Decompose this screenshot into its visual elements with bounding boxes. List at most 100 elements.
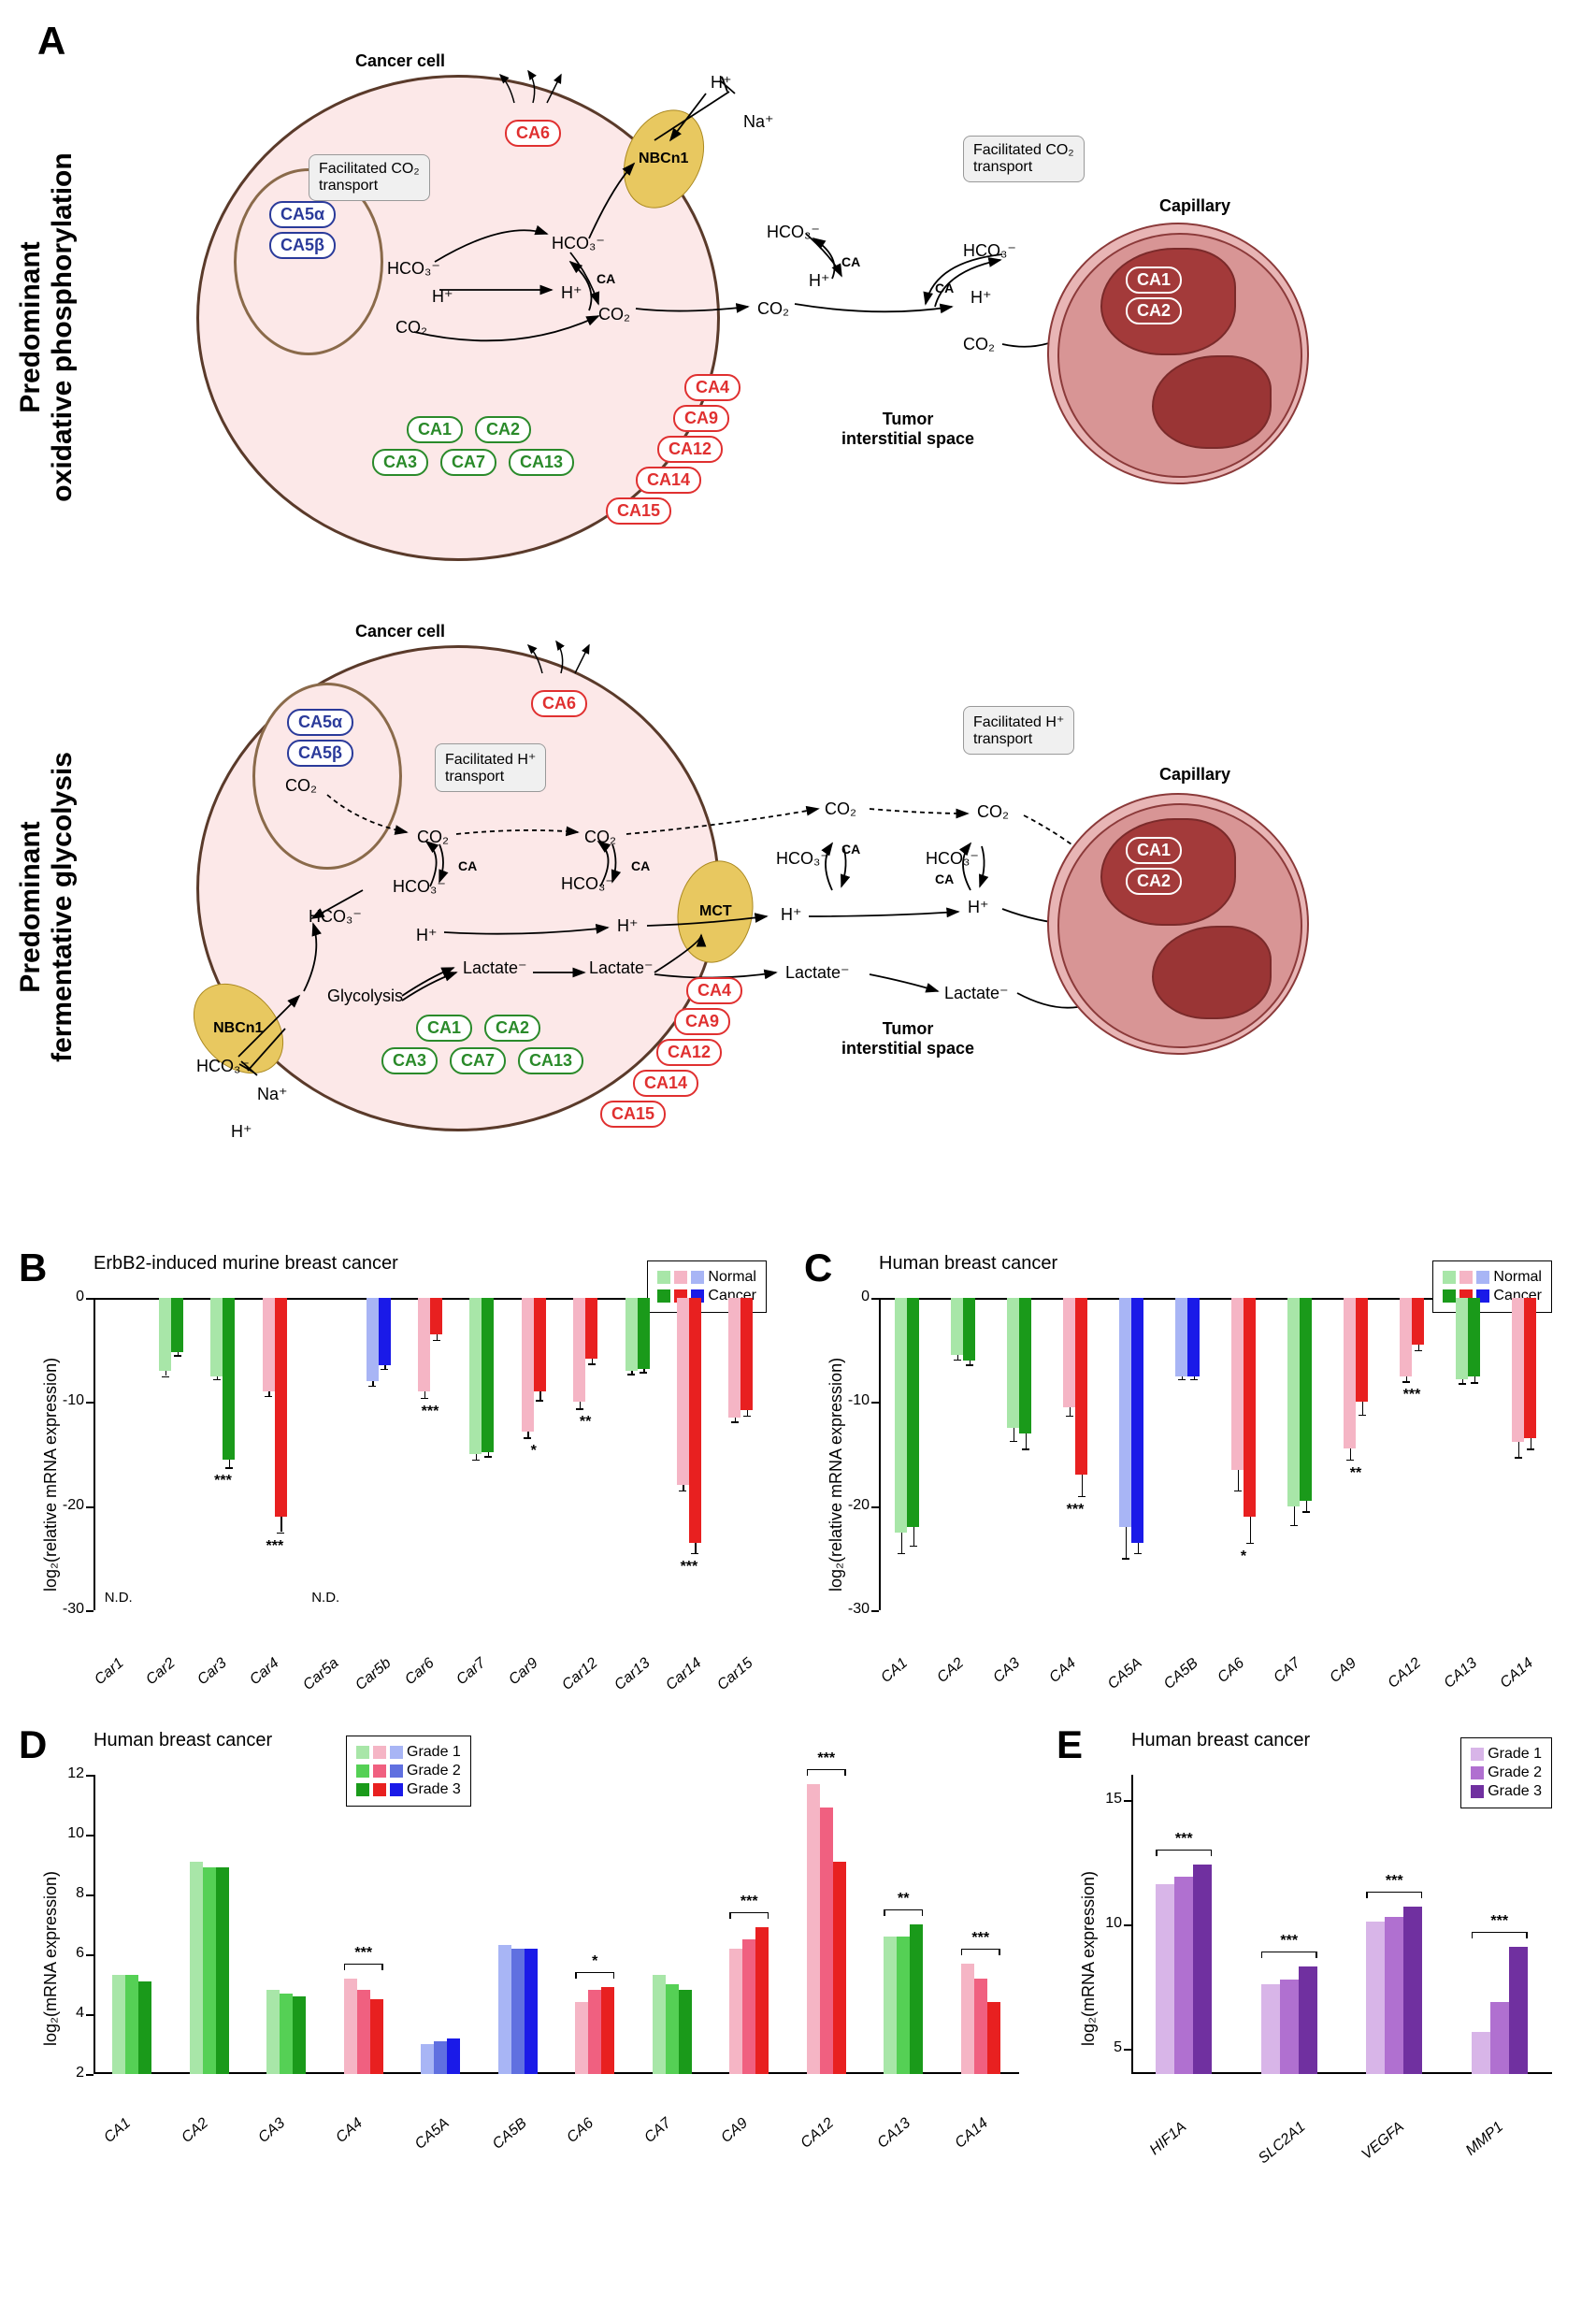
error-bar <box>695 1543 697 1553</box>
error-bar <box>913 1527 915 1546</box>
error-cap <box>381 1369 388 1371</box>
ca14-mem: CA14 <box>636 467 701 494</box>
y-tick <box>1124 1800 1131 1802</box>
x-label: CA1 <box>102 2115 135 2147</box>
bar <box>653 1975 666 2074</box>
h-cyto: H⁺ <box>561 283 582 303</box>
bar <box>1007 1298 1019 1428</box>
bar <box>379 1298 391 1365</box>
x-label: CA5A <box>1105 1655 1146 1693</box>
error-cap <box>265 1396 272 1398</box>
ca3-cyto2: CA3 <box>381 1047 438 1074</box>
sig-bracket <box>884 1909 923 1915</box>
y-tick-label: 0 <box>836 1289 870 1305</box>
error-cap <box>679 1491 686 1492</box>
ca15-mem: CA15 <box>606 497 671 525</box>
error-bar <box>229 1460 231 1468</box>
x-label: CA9 <box>719 2115 752 2147</box>
bar <box>1512 1298 1524 1442</box>
sig-bracket <box>1156 1850 1212 1855</box>
x-label: Car5b <box>352 1655 395 1694</box>
co2-mito2: CO₂ <box>285 776 317 796</box>
legend-grade: Grade 1 <box>356 1744 461 1761</box>
error-cap <box>1246 1543 1254 1545</box>
error-cap <box>966 1364 973 1366</box>
error-cap <box>162 1376 169 1378</box>
bar <box>534 1298 546 1391</box>
panel-c-label: C <box>804 1246 832 1290</box>
panel-c-chart: C Human breast cancer-30-20-100log₂(rela… <box>804 1253 1571 1683</box>
bar <box>1287 1298 1300 1506</box>
panel-e-chart: E Human breast cancer51015log₂(mRNA expr… <box>1057 1730 1571 2141</box>
y-tick-label: 10 <box>50 1825 84 1842</box>
sig-bracket <box>807 1769 846 1775</box>
chart-frame <box>93 1775 1019 2074</box>
bar <box>677 1298 689 1485</box>
bar <box>1385 1917 1403 2074</box>
bar <box>367 1298 379 1381</box>
error-cap <box>954 1360 961 1361</box>
diagram-glycolysis: Predominant fermentative glycolysis Canc… <box>19 617 1577 1197</box>
y-axis-label: log₂(relative mRNA expression) <box>41 1358 61 1592</box>
ca5a-badge2: CA5α <box>287 709 353 736</box>
bar <box>961 1964 974 2074</box>
x-label: CA9 <box>1327 1655 1359 1687</box>
bar <box>370 1999 383 2074</box>
bar <box>1131 1298 1143 1543</box>
ca-cyto2: CA <box>458 858 477 873</box>
ca13-cyto: CA13 <box>509 449 574 476</box>
ca4-mem2: CA4 <box>686 977 742 1004</box>
significance: ** <box>571 1414 599 1431</box>
significance: * <box>581 1953 609 1970</box>
h-isA: H⁺ <box>781 905 802 925</box>
secretion-arrows2 <box>514 636 608 692</box>
x-label: Car14 <box>663 1655 705 1694</box>
x-label: Car3 <box>195 1655 231 1689</box>
error-bar <box>1474 1376 1476 1383</box>
bar <box>910 1924 923 2074</box>
error-bar <box>280 1517 282 1533</box>
ca-is1: CA <box>841 254 860 269</box>
x-label: CA3 <box>256 2115 289 2147</box>
h-extracell: H⁺ <box>711 73 732 93</box>
error-bar <box>1026 1433 1028 1449</box>
error-bar <box>539 1391 541 1400</box>
ca9-mem: CA9 <box>673 405 729 432</box>
bar <box>525 1949 538 2074</box>
significance: *** <box>1486 1913 1514 1930</box>
error-bar <box>1306 1501 1308 1511</box>
x-label: CA4 <box>333 2115 366 2147</box>
hco3-cyto: HCO₃⁻ <box>552 234 605 253</box>
bar <box>210 1298 223 1376</box>
error-bar <box>1362 1402 1364 1414</box>
bar <box>344 1979 357 2074</box>
x-label: CA5B <box>490 2115 531 2153</box>
h-is1: H⁺ <box>809 271 830 291</box>
bar <box>729 1949 742 2074</box>
bar <box>740 1298 753 1410</box>
x-label: CA5A <box>412 2115 453 2153</box>
ca1-cyto2: CA1 <box>416 1015 472 1042</box>
error-cap <box>731 1421 739 1423</box>
error-cap <box>1122 1558 1129 1560</box>
y-tick <box>871 1402 879 1404</box>
h-mito: H⁺ <box>432 287 453 307</box>
error-bar <box>580 1402 582 1408</box>
bar <box>1075 1298 1087 1475</box>
x-label: Car1 <box>92 1655 127 1689</box>
hco3-isA: HCO₃⁻ <box>776 849 829 869</box>
bar <box>638 1298 650 1369</box>
bar <box>112 1975 125 2074</box>
bar <box>293 1996 306 2074</box>
bar <box>266 1990 280 2074</box>
y-tick <box>86 2014 93 2016</box>
y-tick <box>871 1506 879 1508</box>
co2-mito: CO₂ <box>395 318 427 338</box>
chart-title: Human breast cancer <box>1131 1730 1310 1751</box>
x-label: CA13 <box>875 2115 914 2153</box>
x-label: CA13 <box>1441 1655 1480 1692</box>
error-cap <box>1459 1383 1466 1385</box>
bar <box>573 1298 585 1402</box>
legend-grade: Grade 3 <box>1471 1783 1542 1800</box>
interstitial-label: Tumor interstitial space <box>841 410 974 449</box>
